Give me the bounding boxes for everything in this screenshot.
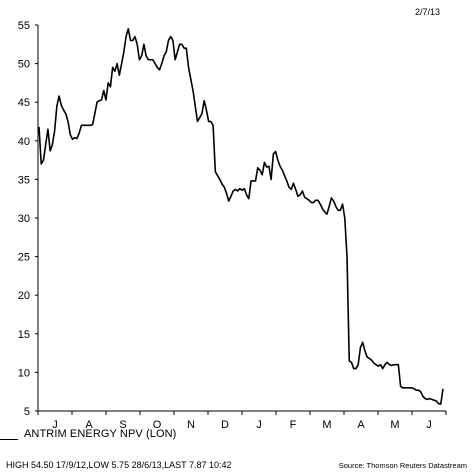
y-tick-label: 20: [18, 290, 30, 302]
y-tick-label: 30: [18, 213, 30, 225]
y-tick-label: 10: [18, 367, 30, 379]
price-series-line: [38, 28, 444, 405]
x-tick-label: A: [357, 419, 365, 431]
x-tick-label: O: [153, 419, 162, 431]
x-tick-label: D: [221, 419, 229, 431]
chart-date: 2/7/13: [414, 7, 440, 17]
x-tick-label: J: [426, 419, 432, 431]
price-stats: HIGH 54.50 17/9/12,LOW 5.75 28/6/13,LAST…: [6, 460, 232, 470]
legend-line-swatch: [0, 439, 18, 440]
y-tick-label: 50: [18, 59, 30, 71]
y-tick-label: 40: [18, 136, 30, 148]
y-tick-label: 45: [18, 97, 30, 109]
x-tick-label: F: [290, 419, 297, 431]
legend-label: ANTRIM ENERGY NPV (LON): [24, 428, 177, 440]
y-tick-label: 55: [18, 20, 30, 32]
y-tick-label: 5: [24, 406, 30, 418]
x-tick-label: A: [85, 419, 93, 431]
x-tick-label: M: [390, 419, 399, 431]
y-tick-label: 15: [18, 329, 30, 341]
data-source: Source: Thomson Reuters Datastream: [338, 461, 467, 470]
x-tick-label: J: [256, 419, 262, 431]
y-tick-label: 25: [18, 252, 30, 264]
x-tick-label: N: [187, 419, 195, 431]
x-tick-label: J: [52, 419, 58, 431]
x-tick-label: S: [119, 419, 126, 431]
y-tick-label: 35: [18, 174, 30, 186]
x-tick-label: M: [322, 419, 331, 431]
